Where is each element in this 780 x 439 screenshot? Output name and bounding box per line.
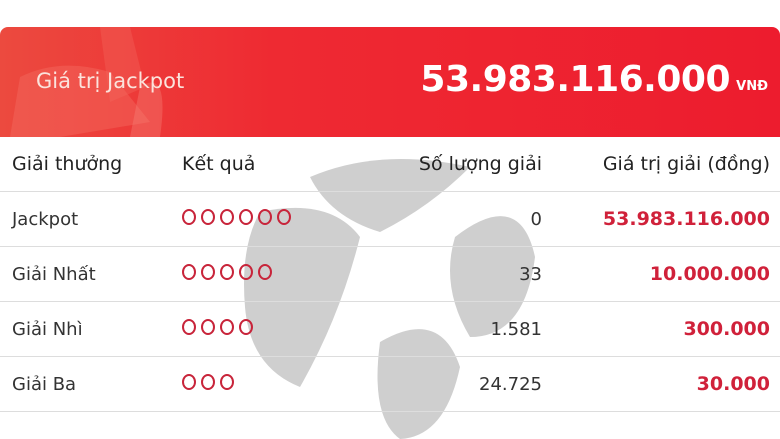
ball-icon xyxy=(182,208,196,225)
table-row: Giải Nhì 1.581 300.000 xyxy=(0,301,780,357)
winner-count: 1.581 xyxy=(382,301,542,357)
ball-icon xyxy=(220,208,234,225)
ball-icon xyxy=(239,263,253,280)
prize-name: Giải Ba xyxy=(0,356,182,412)
ball-icon xyxy=(201,373,215,390)
winner-count: 0 xyxy=(382,191,542,247)
ball-icon xyxy=(258,263,272,280)
header-prize: Giải thưởng xyxy=(0,137,182,192)
winner-count: 33 xyxy=(382,246,542,302)
ball-icon xyxy=(220,373,234,390)
prize-value: 30.000 xyxy=(542,356,780,412)
star-logo-watermark xyxy=(10,27,163,137)
result-balls xyxy=(182,191,382,247)
result-balls xyxy=(182,356,382,412)
banner-label: Giá trị Jackpot xyxy=(36,69,185,93)
prize-name: Jackpot xyxy=(0,191,182,247)
ball-icon xyxy=(220,318,234,335)
prize-name: Giải Nhất xyxy=(0,246,182,302)
ball-icon xyxy=(201,318,215,335)
ball-icon xyxy=(239,318,253,335)
currency-unit: VNĐ xyxy=(736,79,768,94)
header-count: Số lượng giải xyxy=(382,137,542,192)
prize-value: 10.000.000 xyxy=(542,246,780,302)
winner-count: 24.725 xyxy=(382,356,542,412)
header-value: Giá trị giải (đồng) xyxy=(542,137,780,192)
header-result: Kết quả xyxy=(182,137,382,192)
prize-table: Giải thưởng Kết quả Số lượng giải Giá tr… xyxy=(0,137,780,412)
ball-icon xyxy=(201,208,215,225)
ball-icon xyxy=(182,318,196,335)
ball-icon xyxy=(239,208,253,225)
ball-icon xyxy=(182,373,196,390)
prize-value: 300.000 xyxy=(542,301,780,357)
ball-icon xyxy=(201,263,215,280)
table-row: Giải Nhất 33 10.000.000 xyxy=(0,246,780,302)
table-row: Jackpot 0 53.983.116.000 xyxy=(0,191,780,247)
result-balls xyxy=(182,246,382,302)
prize-name: Giải Nhì xyxy=(0,301,182,357)
ball-icon xyxy=(182,263,196,280)
ball-icon xyxy=(258,208,272,225)
ball-icon xyxy=(277,208,291,225)
table-row: Giải Ba 24.725 30.000 xyxy=(0,356,780,412)
jackpot-banner: Giá trị Jackpot 53.983.116.000 VNĐ xyxy=(0,27,780,137)
result-balls xyxy=(182,301,382,357)
table-header: Giải thưởng Kết quả Số lượng giải Giá tr… xyxy=(0,137,780,192)
prize-value: 53.983.116.000 xyxy=(542,191,780,247)
jackpot-value: 53.983.116.000 xyxy=(420,59,730,100)
ball-icon xyxy=(220,263,234,280)
